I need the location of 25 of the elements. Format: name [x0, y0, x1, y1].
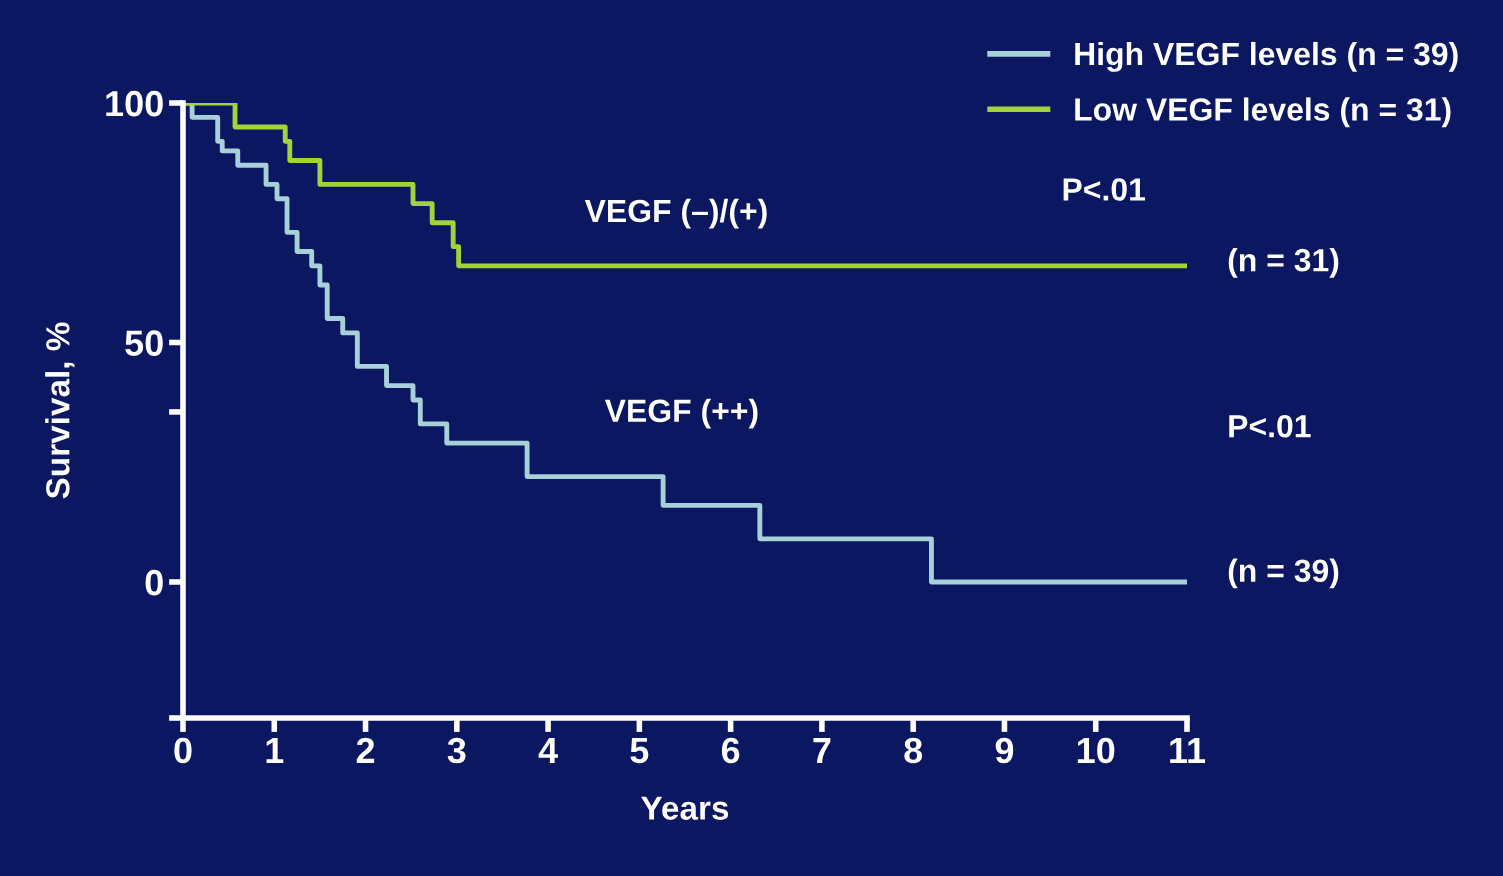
x-axis-title: Years [641, 796, 729, 820]
annotation: VEGF (++) [604, 398, 758, 429]
x-tick-label: 6 [721, 737, 740, 764]
y-axis-title: Survival, % [45, 322, 75, 499]
x-tick-label: 1 [266, 738, 284, 763]
x-tick-label: 4 [538, 738, 558, 763]
text: (n = 31) [1228, 248, 1339, 278]
x-tick-label: 2 [356, 737, 375, 763]
y-tick-label: 50 [125, 330, 163, 356]
text: P<.01 [1229, 414, 1311, 438]
legend-label: Low VEGF levels (n = 31) [1075, 97, 1451, 128]
x-tick-label: 9 [995, 737, 1014, 764]
x-tick-label: 3 [447, 737, 466, 764]
legend-label: High VEGF levels (n = 39) [1075, 41, 1458, 72]
x-tick-label: 10 [1077, 737, 1115, 764]
annotation: P<.01 [1063, 178, 1145, 201]
x-tick-label: 11 [1170, 738, 1206, 763]
annotation: VEGF (–)/(+) [584, 198, 767, 229]
y-tick-label: 100 [106, 90, 163, 117]
x-tick-label: 0 [174, 737, 192, 764]
x-tick-label: 7 [813, 738, 831, 763]
text: (n = 39) [1228, 558, 1339, 589]
y-tick-label: 0 [145, 569, 163, 596]
x-tick-label: 8 [904, 737, 923, 764]
x-tick-label: 5 [630, 738, 649, 764]
